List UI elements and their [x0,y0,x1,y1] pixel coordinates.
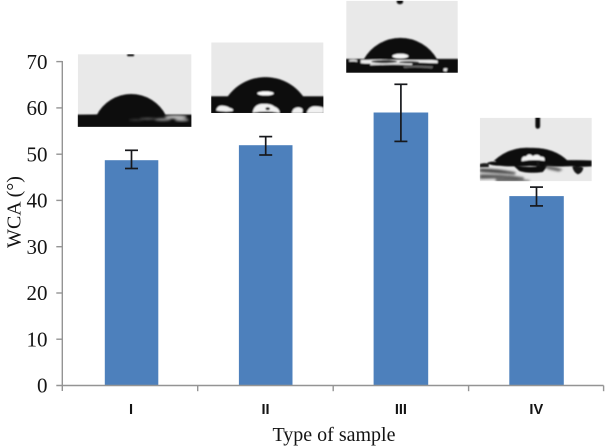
svg-text:Type of sample: Type of sample [272,424,395,446]
svg-text:30: 30 [27,235,48,259]
svg-text:10: 10 [27,327,48,351]
svg-text:III: III [395,402,407,418]
svg-text:WCA (°): WCA (°) [3,176,25,248]
svg-text:20: 20 [27,281,48,305]
svg-text:I: I [129,402,133,418]
svg-text:60: 60 [27,96,48,120]
svg-text:70: 70 [27,50,48,74]
svg-text:II: II [261,402,269,418]
svg-text:50: 50 [27,142,48,166]
svg-text:0: 0 [37,374,48,398]
svg-text:IV: IV [529,402,543,418]
svg-text:40: 40 [27,189,48,213]
